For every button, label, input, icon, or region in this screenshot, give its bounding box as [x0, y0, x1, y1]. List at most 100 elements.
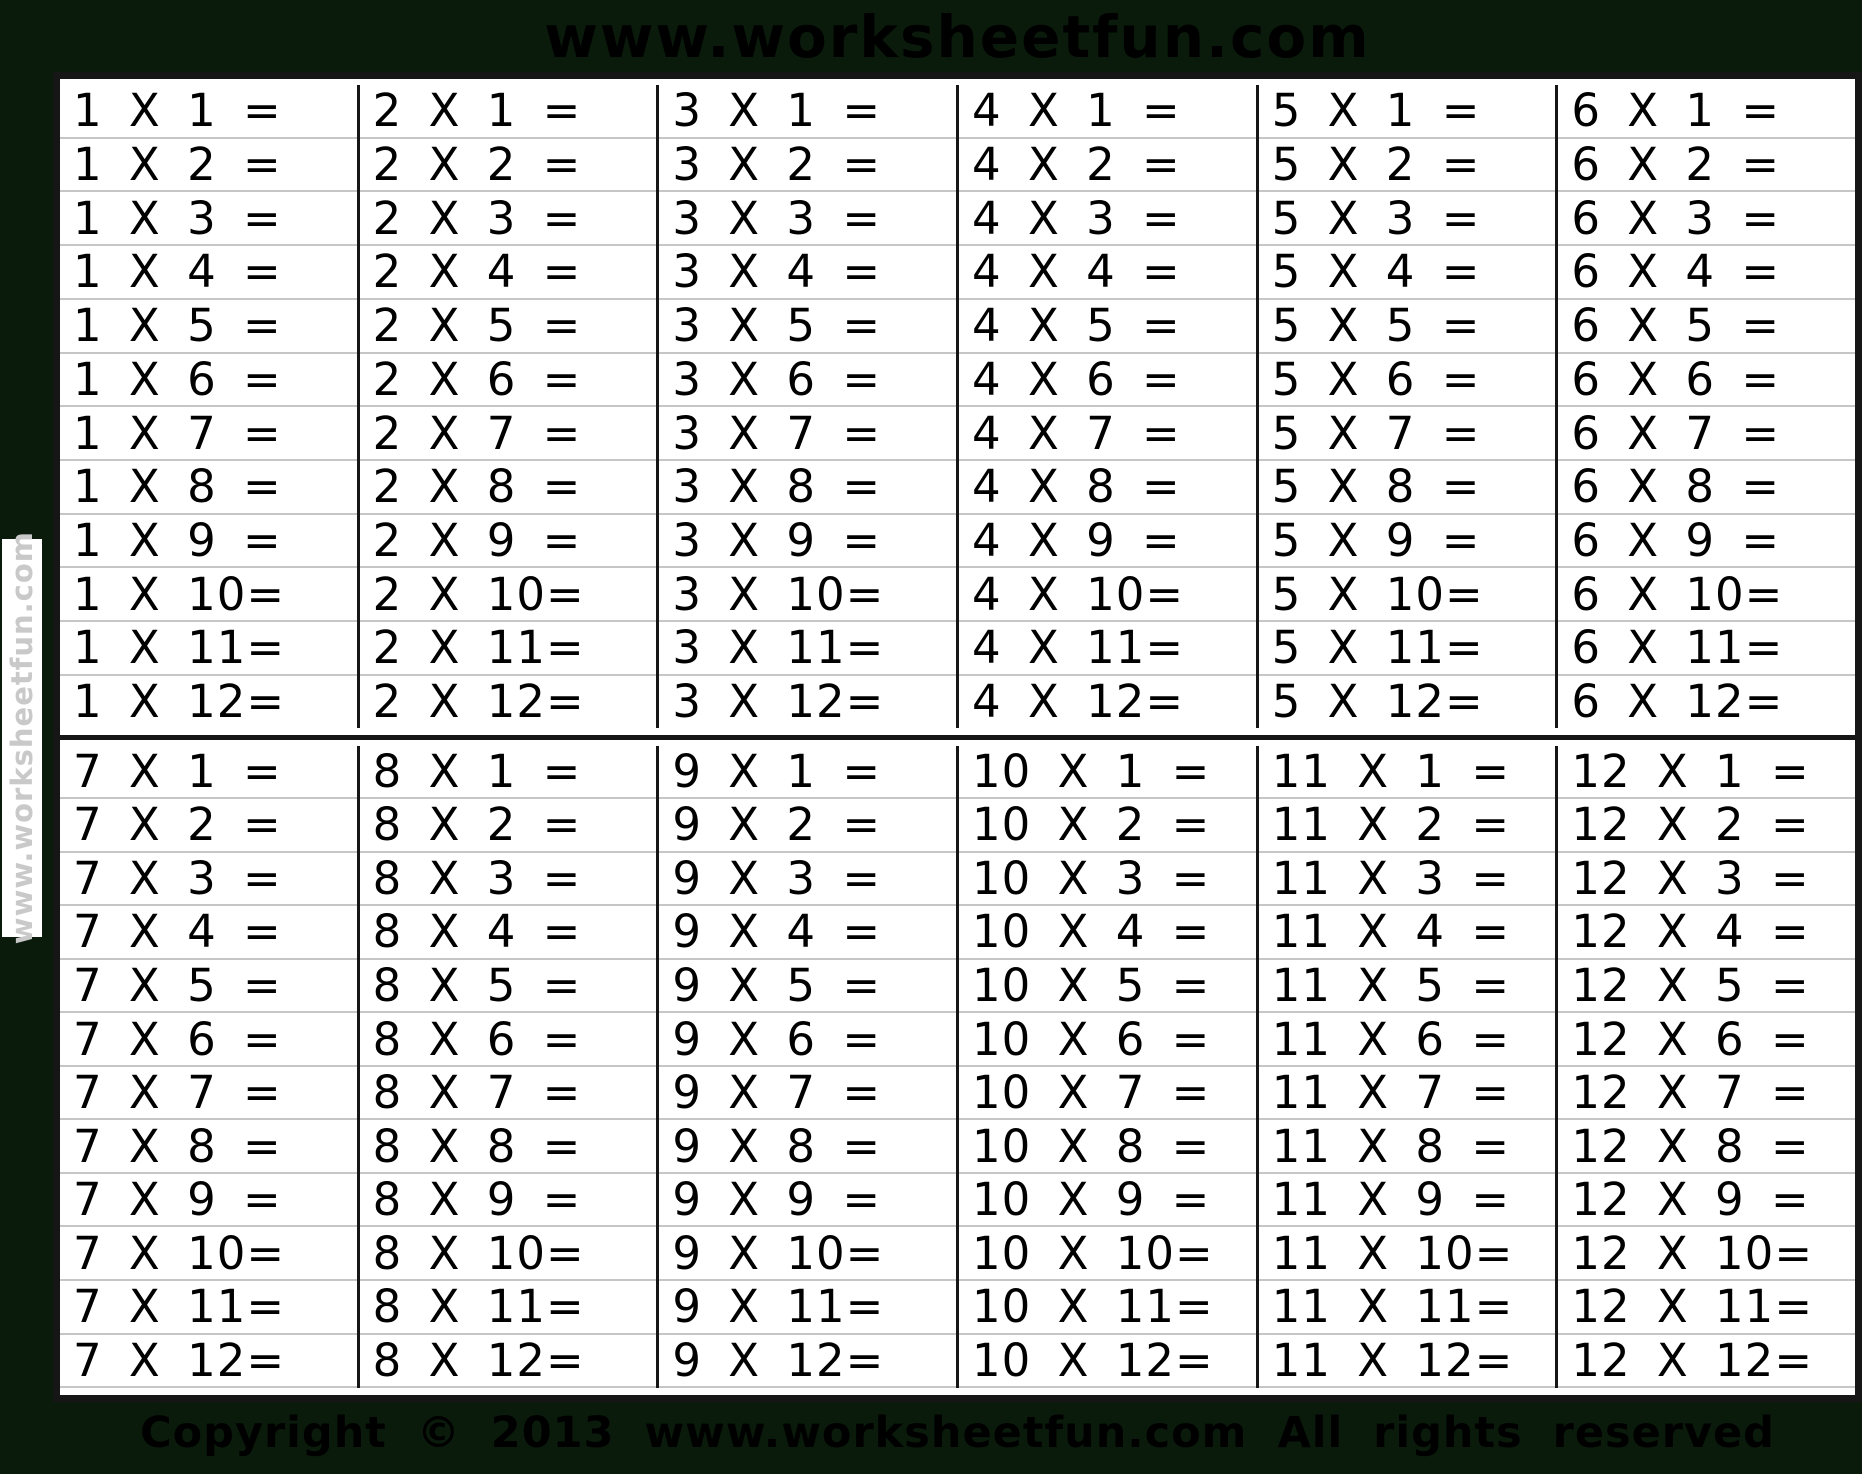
multiplication-cell: 9 X 9 = — [659, 1174, 957, 1228]
multiplication-cell: 8 X 2 = — [359, 799, 657, 853]
multiplication-cell: 2 X 8 = — [359, 461, 657, 515]
times-table-block-7: 7 X 1 = 7 X 2 = 7 X 3 = 7 X 4 = 7 X 5 = 7 X 6… — [60, 746, 357, 1389]
multiplication-cell: 1 X 3 = — [60, 192, 357, 247]
multiplication-cell: 11 X 11= — [1258, 1281, 1556, 1335]
multiplication-cell: 5 X 12= — [1271, 675, 1484, 728]
multiplication-cell: 2 X 1 = — [359, 85, 657, 139]
multiplication-cell: 6 X 11= — [1558, 622, 1856, 676]
multiplication-cell: 8 X 3 = — [359, 853, 657, 907]
times-table-block-10: 10 X 1 = 10 X 2 = 10 X 3 = 10 X 4 = 10 X 5 =… — [956, 745, 1256, 1389]
multiplication-cell: 6 X 9 = — [1558, 515, 1856, 569]
multiplication-cell: 4 X 2 = — [959, 139, 1256, 193]
multiplication-cell: 1 X 4 = — [60, 246, 357, 300]
multiplication-cell: 8 X 8 = — [359, 1120, 657, 1174]
multiplication-cell: 11 X 10= — [1258, 1227, 1556, 1281]
multiplication-cell: 1 X 2 = — [60, 139, 357, 193]
multiplication-cell: 3 X 11= — [659, 622, 957, 676]
multiplication-cell: 8 X 6 = — [359, 1013, 657, 1067]
multiplication-cell: 7 X 12= — [60, 1335, 357, 1389]
multiplication-cell: 6 X 8 = — [1558, 461, 1856, 515]
multiplication-cell: 7 X 2 = — [60, 799, 357, 853]
multiplication-cell: 3 X 9 = — [659, 515, 957, 569]
multiplication-cell: 4 X 8 = — [959, 461, 1256, 515]
multiplication-cell: 12 X 8 = — [1558, 1120, 1856, 1174]
multiplication-cell: 5 X 1 = — [1258, 85, 1556, 139]
multiplication-cell: 4 X 5 = — [959, 300, 1256, 354]
multiplication-cell: 11 X 3 = — [1258, 853, 1556, 907]
multiplication-cell: 8 X 12= — [359, 1335, 657, 1389]
multiplication-cell: 9 X 8 = — [659, 1120, 957, 1174]
multiplication-cell: 7 X 10= — [60, 1227, 357, 1281]
multiplication-cell: 4 X 3 = — [959, 192, 1256, 247]
multiplication-cell: 10 X 3 = — [959, 853, 1256, 907]
multiplication-cell: 2 X 11= — [359, 622, 657, 676]
multiplication-cell: 3 X 7 = — [659, 407, 957, 461]
multiplication-cell: 8 X 1 = — [359, 746, 657, 800]
multiplication-cell: 1 X 11= — [60, 622, 357, 676]
multiplication-cell: 1 X 8 = — [60, 461, 357, 515]
multiplication-cell: 10 X 8 = — [959, 1120, 1256, 1174]
multiplication-cell: 10 X 11= — [959, 1281, 1256, 1335]
table-half-divider — [60, 734, 1855, 740]
multiplication-cell: 1 X 6 = — [60, 354, 357, 408]
multiplication-cell: 10 X 9 = — [959, 1174, 1256, 1228]
multiplication-cell: 9 X 5 = — [659, 960, 957, 1014]
multiplication-cell: 10 X 7 = — [959, 1067, 1256, 1121]
multiplication-cell: 11 X 4 = — [1258, 906, 1556, 960]
multiplication-cell: 7 X 3 = — [60, 853, 357, 907]
multiplication-cell: 7 X 4 = — [60, 906, 357, 960]
side-watermark: www.worksheetfun.com — [2, 531, 42, 945]
multiplication-cell: 4 X 1 = — [959, 85, 1256, 139]
multiplication-cell: 2 X 7 = — [359, 407, 657, 461]
multiplication-cell: 5 X 7 = — [1258, 407, 1556, 461]
multiplication-cell: 3 X 1 = — [659, 85, 957, 139]
multiplication-cell: 2 X 10= — [359, 568, 657, 623]
multiplication-cell: 10 X 10= — [959, 1227, 1256, 1281]
multiplication-cell: 10 X 1 = — [959, 746, 1256, 800]
multiplication-cell: 6 X 1 = — [1558, 85, 1856, 139]
multiplication-cell: 12 X 10= — [1558, 1227, 1856, 1281]
multiplication-cell: 5 X 4 = — [1258, 246, 1556, 300]
multiplication-cell: 5 X 11= — [1258, 622, 1556, 676]
multiplication-cell: 1 X 10= — [60, 568, 357, 623]
multiplication-cell: 6 X 6 = — [1558, 354, 1856, 408]
multiplication-cell: 11 X 2 = — [1258, 799, 1556, 853]
multiplication-cell: 9 X 1 = — [659, 746, 957, 800]
multiplication-cell: 11 X 8 = — [1258, 1120, 1556, 1174]
multiplication-cell: 5 X 10= — [1258, 568, 1556, 623]
multiplication-cell: 8 X 7 = — [359, 1067, 657, 1121]
times-table-block-4: 4 X 1 = 4 X 2 = 4 X 3 = 4 X 4 = 4 X 5 = 4 X 6… — [956, 85, 1256, 728]
multiplication-cell: 6 X 2 = — [1558, 139, 1856, 193]
multiplication-cell: 11 X 12= — [1258, 1335, 1556, 1389]
multiplication-cell: 6 X 5 = — [1558, 300, 1856, 354]
times-table-block-12: 12 X 1 = 12 X 2 = 12 X 3 = 12 X 4 = 12 X 5 =… — [1555, 745, 1856, 1389]
multiplication-cell: 12 X 7 = — [1558, 1067, 1856, 1121]
multiplication-cell: 5 X 6 = — [1258, 354, 1556, 408]
multiplication-cell: 4 X 11= — [959, 622, 1256, 676]
multiplication-cell: 12 X 3 = — [1558, 853, 1856, 907]
times-table-block-9: 9 X 1 = 9 X 2 = 9 X 3 = 9 X 4 = 9 X 5 = 9 X 6… — [656, 745, 957, 1389]
multiplication-cell: 7 X 5 = — [60, 960, 357, 1014]
multiplication-cell: 6 X 4 = — [1558, 246, 1856, 300]
top-watermark: www.worksheetfun.com — [544, 3, 1371, 71]
multiplication-cell: 3 X 12= — [672, 675, 885, 728]
multiplication-cell: 4 X 10= — [959, 568, 1256, 623]
times-table-block-3: 3 X 1 = 3 X 2 = 3 X 3 = 3 X 4 = 3 X 5 = 3 X 6… — [656, 85, 957, 728]
multiplication-cell: 5 X 9 = — [1258, 515, 1556, 569]
multiplication-cell: 8 X 4 = — [359, 906, 657, 960]
multiplication-cell: 12 X 6 = — [1558, 1013, 1856, 1067]
multiplication-cell: 4 X 7 = — [959, 407, 1256, 461]
multiplication-cell: 12 X 5 = — [1558, 960, 1856, 1014]
multiplication-cell: 6 X 12= — [1571, 675, 1784, 728]
multiplication-cell: 2 X 12= — [372, 675, 585, 728]
multiplication-cell: 3 X 4 = — [659, 246, 957, 300]
multiplication-cell: 3 X 8 = — [659, 461, 957, 515]
times-table-block-1: 1 X 1 = 1 X 2 = 1 X 3 = 1 X 4 = 1 X 5 = 1 X 6… — [60, 85, 357, 728]
multiplication-cell: 3 X 3 = — [659, 192, 957, 247]
multiplication-cell: 11 X 6 = — [1258, 1013, 1556, 1067]
multiplication-cell: 2 X 2 = — [359, 139, 657, 193]
multiplication-cell: 3 X 2 = — [659, 139, 957, 193]
multiplication-cell: 9 X 10= — [659, 1227, 957, 1281]
multiplication-cell: 11 X 9 = — [1258, 1174, 1556, 1228]
multiplication-cell: 8 X 11= — [359, 1281, 657, 1335]
